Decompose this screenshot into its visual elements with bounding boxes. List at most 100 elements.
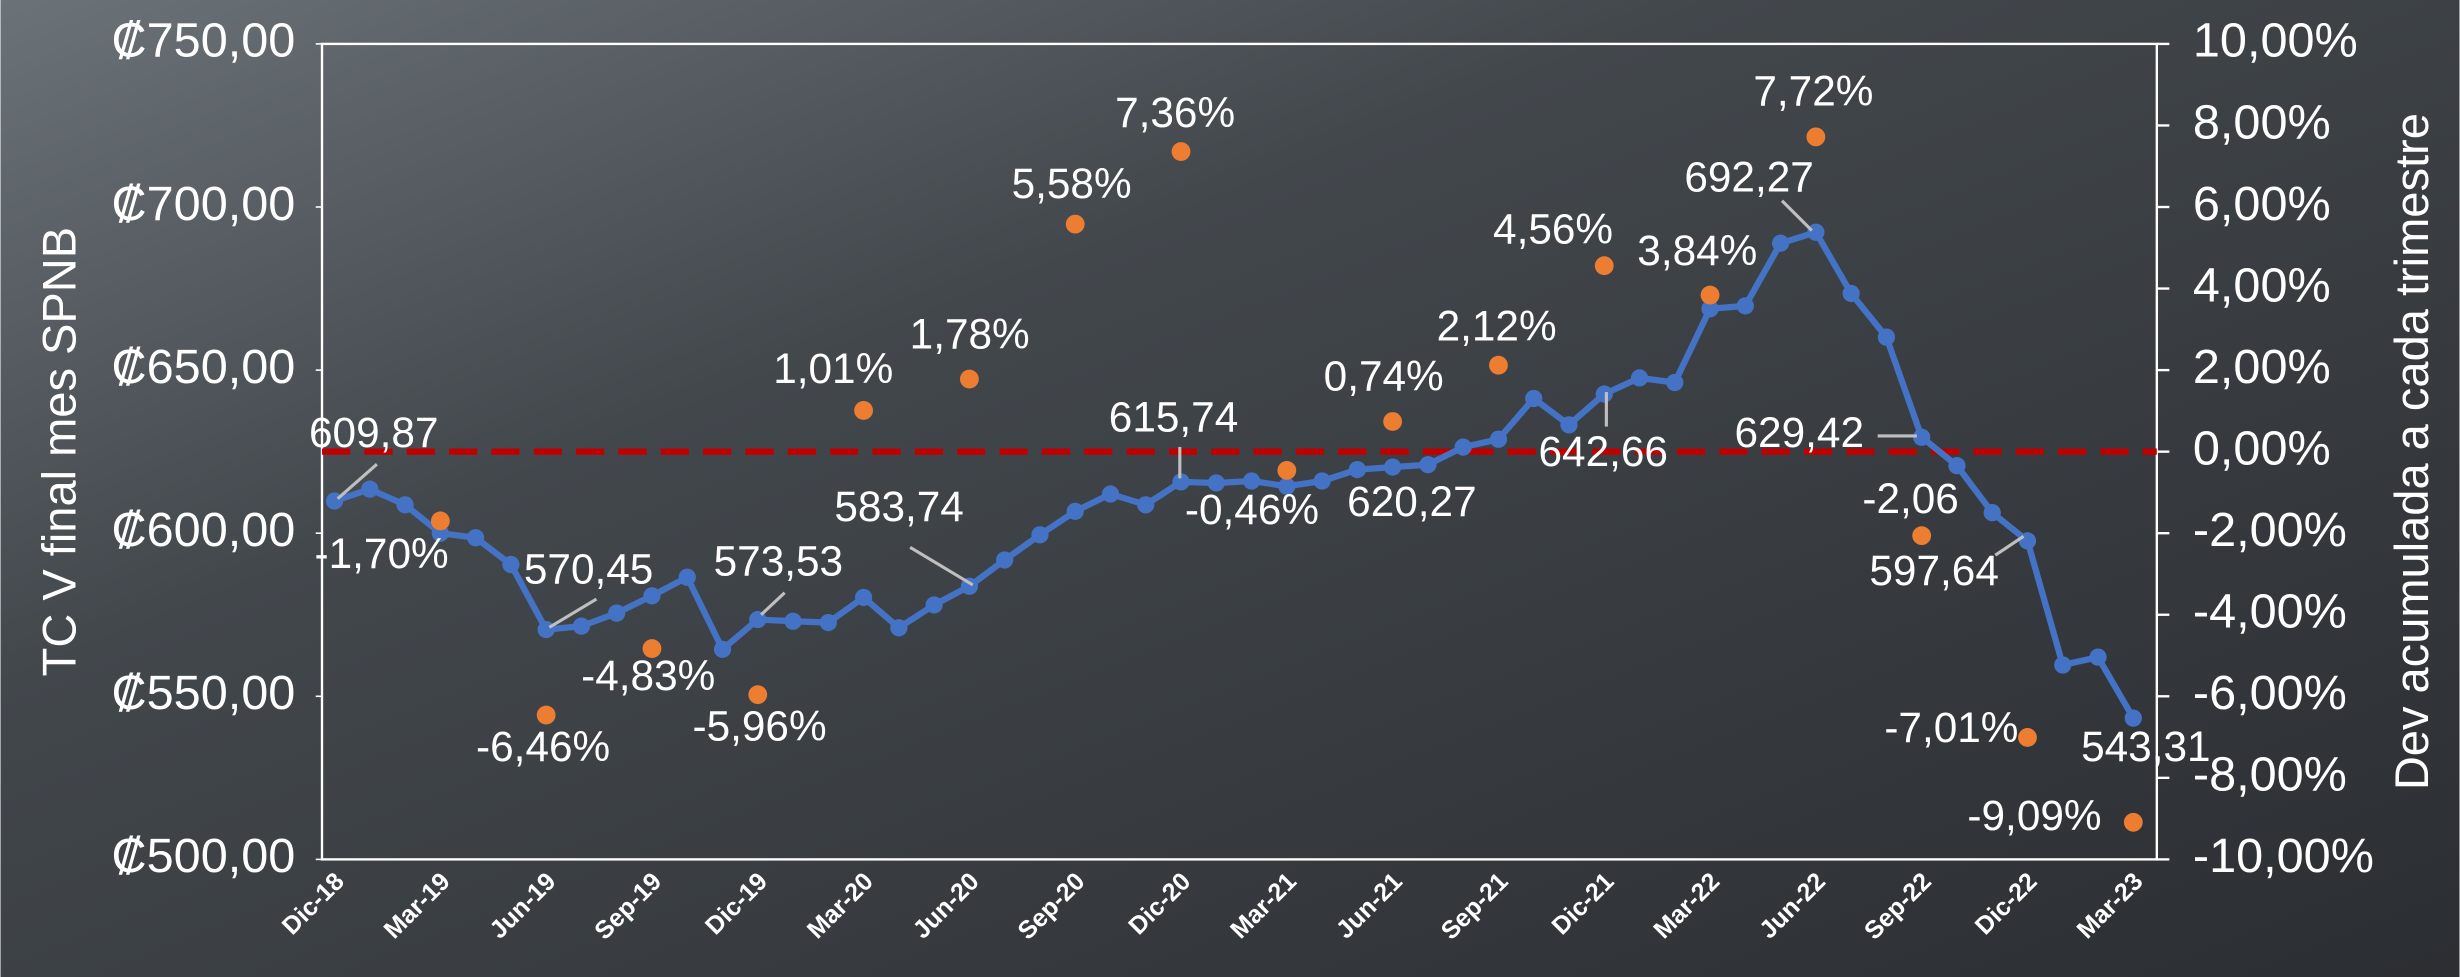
line-point bbox=[1172, 473, 1190, 491]
point bbox=[748, 685, 768, 705]
line-point bbox=[890, 619, 908, 637]
line-point bbox=[1525, 389, 1543, 408]
data-label: 642,66 bbox=[1539, 428, 1668, 475]
y-tick-label: ₡650,00 bbox=[112, 340, 296, 394]
point bbox=[430, 511, 450, 531]
y-axis-label: TC V final mes SPNB bbox=[33, 227, 86, 677]
line-point bbox=[1948, 457, 1966, 475]
line-point bbox=[467, 529, 485, 547]
data-label: 7,72% bbox=[1753, 67, 1873, 114]
data-label: 543,31 bbox=[2081, 723, 2210, 770]
data-label: 570,45 bbox=[524, 546, 653, 593]
leader-line bbox=[1780, 199, 1813, 232]
data-label: 3,84% bbox=[1637, 227, 1757, 274]
line-point bbox=[713, 640, 732, 658]
data-label: 2,12% bbox=[1437, 303, 1557, 350]
point bbox=[1806, 127, 1826, 147]
y-tick-label: ₡600,00 bbox=[112, 503, 296, 557]
data-label: 609,87 bbox=[309, 409, 438, 456]
line-point bbox=[819, 613, 837, 632]
y2-tick-label: 2,00% bbox=[2193, 340, 2331, 394]
line-point bbox=[502, 555, 520, 574]
line-point bbox=[1489, 430, 1508, 448]
y2-tick-label: -8,00% bbox=[2193, 748, 2347, 802]
leader-line bbox=[548, 597, 598, 629]
y2-tick-label: 8,00% bbox=[2193, 95, 2331, 149]
line-point bbox=[2018, 532, 2037, 550]
data-label: 629,42 bbox=[1735, 409, 1864, 456]
line-point bbox=[361, 480, 379, 498]
y2-tick-label: 10,00% bbox=[2193, 14, 2358, 68]
point bbox=[1912, 526, 1932, 546]
line-point bbox=[1983, 504, 2001, 522]
line-point bbox=[572, 617, 591, 635]
line-point bbox=[2089, 648, 2107, 666]
line-point bbox=[1384, 458, 1402, 476]
data-label: 5,58% bbox=[1012, 160, 1132, 207]
data-label: -5,96% bbox=[692, 702, 826, 749]
line-point bbox=[678, 568, 696, 586]
data-label: 4,56% bbox=[1493, 205, 1613, 252]
line-point bbox=[1242, 472, 1261, 490]
y2-tick-label: -4,00% bbox=[2193, 585, 2347, 639]
line-point bbox=[1278, 477, 1296, 495]
point bbox=[2123, 812, 2143, 832]
line-point bbox=[2054, 656, 2072, 674]
line-point bbox=[1701, 300, 1719, 318]
line-point bbox=[1913, 428, 1931, 446]
line-point bbox=[1419, 456, 1437, 474]
y2-tick-label: -6,00% bbox=[2193, 666, 2347, 720]
data-label: 7,36% bbox=[1115, 89, 1235, 136]
y-tick-label: ₡750,00 bbox=[112, 14, 296, 68]
data-label: 692,27 bbox=[1684, 154, 1813, 201]
data-label: -0,46% bbox=[1185, 486, 1319, 533]
line-point bbox=[1348, 460, 1366, 479]
y2-tick-label: -2,00% bbox=[2193, 503, 2347, 557]
line-point bbox=[925, 596, 943, 614]
y2-tick-label: 4,00% bbox=[2193, 258, 2331, 312]
point bbox=[536, 705, 556, 725]
line-point bbox=[1560, 416, 1578, 434]
line-point bbox=[854, 588, 873, 607]
line-point bbox=[1101, 485, 1120, 503]
point bbox=[1065, 214, 1085, 234]
line-point bbox=[1842, 284, 1860, 303]
line-point bbox=[1066, 502, 1084, 520]
line-point bbox=[608, 604, 626, 622]
data-label: -7,01% bbox=[1884, 704, 2018, 751]
point bbox=[642, 639, 662, 658]
line-point bbox=[1736, 297, 1754, 315]
data-label: 573,53 bbox=[714, 538, 843, 585]
line-point bbox=[1877, 328, 1896, 346]
data-label: -9,09% bbox=[1967, 792, 2101, 839]
line-point bbox=[1313, 472, 1331, 490]
data-label: 1,01% bbox=[773, 345, 893, 392]
data-label: -6,46% bbox=[476, 723, 610, 770]
line bbox=[333, 229, 2137, 720]
y-tick-label: ₡700,00 bbox=[112, 177, 296, 231]
data-label: -2,06 bbox=[1862, 475, 1958, 522]
line-point bbox=[1807, 223, 1825, 241]
y-tick-label: ₡500,00 bbox=[112, 829, 296, 883]
line-point bbox=[1031, 526, 1049, 544]
leader-line bbox=[909, 545, 974, 587]
data-label: 0,74% bbox=[1324, 353, 1444, 400]
line-point bbox=[784, 612, 802, 630]
y2-tick-label: 6,00% bbox=[2193, 177, 2331, 231]
leader-line bbox=[1994, 535, 2025, 557]
point bbox=[1594, 256, 1614, 276]
point bbox=[1277, 460, 1297, 480]
line-point bbox=[396, 496, 414, 514]
leader-line bbox=[336, 463, 378, 500]
data-label: 1,78% bbox=[910, 310, 1030, 357]
line-point bbox=[1666, 373, 1684, 392]
leader-line bbox=[760, 591, 786, 616]
data-label: 615,74 bbox=[1109, 393, 1238, 440]
line-point bbox=[537, 620, 555, 639]
data-label: 597,64 bbox=[1869, 547, 1998, 594]
y2-axis-label: Dev acumulada a cada trimestre bbox=[2385, 113, 2438, 790]
line-point bbox=[1454, 438, 1472, 456]
